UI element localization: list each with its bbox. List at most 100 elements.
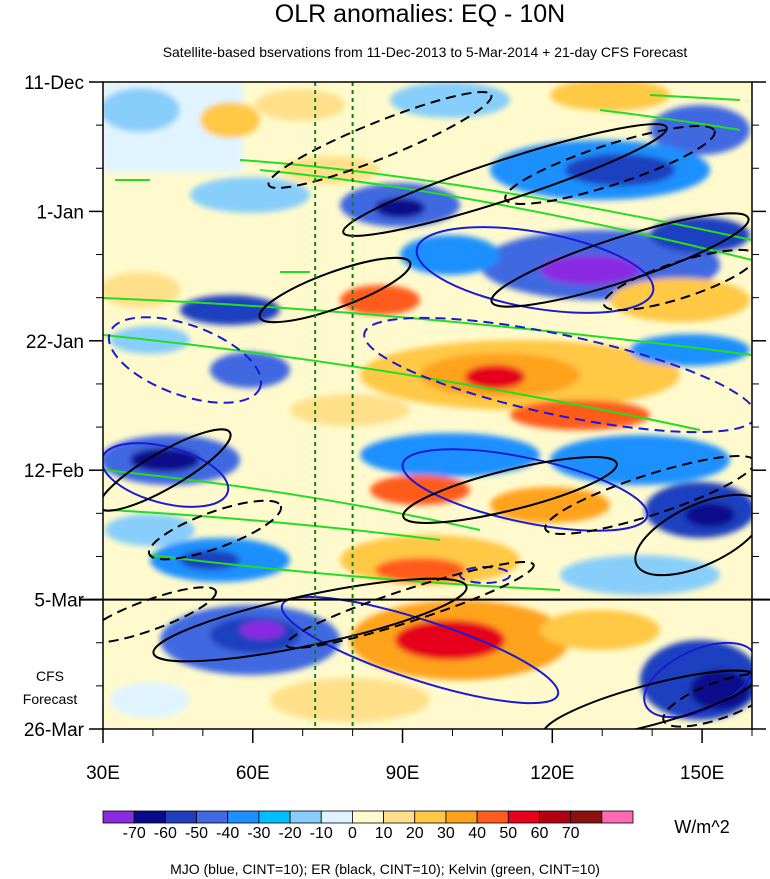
mjo-contour bbox=[401, 448, 649, 532]
colorbar-label: 40 bbox=[468, 825, 486, 842]
field-patch bbox=[103, 88, 180, 132]
colorbar-label: -60 bbox=[154, 825, 177, 842]
kelvin-contour bbox=[103, 469, 481, 531]
field-patch bbox=[270, 678, 430, 722]
y-tick-label: 12-Feb bbox=[24, 461, 84, 482]
colorbar-swatch bbox=[289, 810, 322, 824]
er-negative-contours bbox=[103, 91, 752, 728]
chart-title: OLR anomalies: EQ - 10N bbox=[275, 0, 565, 28]
x-tick-label: 60E bbox=[236, 763, 270, 784]
kelvin-contour bbox=[103, 297, 752, 356]
field-patch bbox=[540, 610, 660, 650]
field-patch bbox=[650, 105, 750, 155]
field-patch bbox=[550, 435, 730, 485]
colorbar-swatch bbox=[445, 810, 478, 824]
colorbar-swatch bbox=[352, 810, 384, 824]
er-contour bbox=[634, 493, 752, 577]
y-tick-label: 22-Jan bbox=[26, 332, 84, 353]
plot-area bbox=[103, 82, 752, 729]
mjo-contour bbox=[415, 226, 655, 314]
colorbar-label: -20 bbox=[278, 825, 301, 842]
colorbar-swatch bbox=[196, 810, 229, 824]
field-patch bbox=[200, 102, 260, 138]
er-contour bbox=[147, 499, 283, 561]
er-contour bbox=[285, 561, 535, 649]
plot-frame bbox=[102, 81, 753, 730]
colorbar-swatch bbox=[227, 810, 260, 824]
colorbar-swatch bbox=[507, 810, 540, 824]
colorbar-swatch bbox=[133, 810, 166, 824]
er-contour bbox=[258, 256, 412, 324]
forecast-label-line2: Forecast bbox=[23, 691, 78, 707]
kelvin-contour bbox=[259, 169, 752, 261]
field-patch bbox=[103, 272, 180, 308]
field-patch bbox=[110, 682, 190, 718]
field-patch bbox=[255, 89, 345, 121]
colorbar-swatch bbox=[476, 810, 509, 824]
mjo-contour bbox=[103, 442, 230, 508]
x-axis: 30E 60E 90E 120E 150E bbox=[86, 729, 753, 784]
mjo-contour bbox=[643, 641, 752, 719]
colorbar-swatch bbox=[258, 810, 291, 824]
field-patch bbox=[105, 514, 195, 546]
mjo-contour bbox=[363, 316, 752, 434]
colorbar-label: -70 bbox=[123, 825, 146, 842]
er-contour bbox=[504, 125, 716, 205]
er-contour bbox=[542, 669, 752, 729]
y-tick-label: 26-Mar bbox=[24, 720, 85, 741]
er-contour bbox=[402, 456, 618, 524]
field-patch bbox=[630, 334, 750, 366]
field-patch bbox=[190, 177, 310, 213]
kelvin-contour bbox=[599, 109, 741, 131]
field-patch bbox=[395, 620, 505, 660]
colorbar-label: 70 bbox=[562, 825, 580, 842]
er-contour bbox=[103, 428, 232, 512]
mjo-contours bbox=[103, 226, 752, 719]
mjo-contour bbox=[107, 316, 263, 404]
colorbar-label: 20 bbox=[406, 825, 424, 842]
colorbar-label: 50 bbox=[499, 825, 517, 842]
field-patch bbox=[360, 433, 540, 477]
field-patch bbox=[610, 278, 750, 322]
colorbar-label: 60 bbox=[531, 825, 549, 842]
colorbar-label: 30 bbox=[437, 825, 455, 842]
field-patch bbox=[490, 487, 610, 523]
mjo-contour bbox=[280, 595, 560, 705]
colorbar-swatch bbox=[164, 810, 197, 824]
er-contour bbox=[267, 91, 493, 189]
field-patch bbox=[540, 255, 640, 285]
er-contour bbox=[342, 123, 668, 237]
field-patch bbox=[560, 555, 720, 595]
field-patch bbox=[210, 352, 290, 388]
er-contours bbox=[103, 123, 752, 729]
x-tick-label: 90E bbox=[386, 763, 420, 784]
field-patch bbox=[510, 400, 650, 430]
er-contour bbox=[602, 248, 752, 312]
colorbar-label: 10 bbox=[375, 825, 393, 842]
x-tick-label: 30E bbox=[86, 763, 120, 784]
field-patch bbox=[650, 217, 750, 253]
colorbar-label: -30 bbox=[247, 825, 270, 842]
colorbar-swatch bbox=[102, 810, 135, 824]
field-patch bbox=[465, 365, 525, 389]
field-patch bbox=[685, 503, 735, 527]
y-axis: 11-Dec 1-Jan 22-Jan 12-Feb 5-Mar 26-Mar bbox=[24, 73, 766, 741]
colorbar-units: W/m^2 bbox=[674, 817, 729, 837]
field-patch bbox=[280, 156, 380, 184]
field-patch bbox=[290, 394, 410, 426]
colorbar-swatch bbox=[539, 810, 572, 824]
er-contour bbox=[103, 586, 217, 644]
colorbar-swatch bbox=[570, 810, 603, 824]
colorbar: -70 -60 -50 -40 -30 -20 -10 0 10 20 30 40 50 60 70 bbox=[102, 810, 634, 842]
kelvin-contour bbox=[649, 94, 741, 101]
field-patch bbox=[375, 558, 465, 582]
forecast-label-line1: CFS bbox=[36, 668, 64, 684]
chart-subtitle: Satellite-based bservations from 11-Dec-… bbox=[163, 44, 688, 60]
legend-text: MJO (blue, CINT=10); ER (black, CINT=10)… bbox=[170, 861, 600, 877]
er-contour bbox=[662, 672, 752, 728]
kelvin-contour bbox=[103, 334, 701, 431]
x-tick-label: 120E bbox=[530, 763, 574, 784]
field-patch bbox=[370, 475, 470, 505]
colorbar-label: -40 bbox=[216, 825, 239, 842]
